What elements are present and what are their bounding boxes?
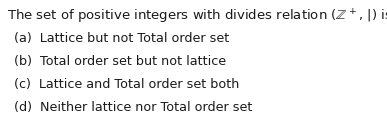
Text: (d)  Neither lattice nor Total order set: (d) Neither lattice nor Total order set — [14, 101, 252, 114]
Text: (a)  Lattice but not Total order set: (a) Lattice but not Total order set — [14, 32, 229, 45]
Text: The set of positive integers with divides relation ($\mathbb{Z}^+$, |) is: The set of positive integers with divide… — [7, 8, 387, 26]
Text: (c)  Lattice and Total order set both: (c) Lattice and Total order set both — [14, 78, 240, 91]
Text: (b)  Total order set but not lattice: (b) Total order set but not lattice — [14, 55, 226, 68]
